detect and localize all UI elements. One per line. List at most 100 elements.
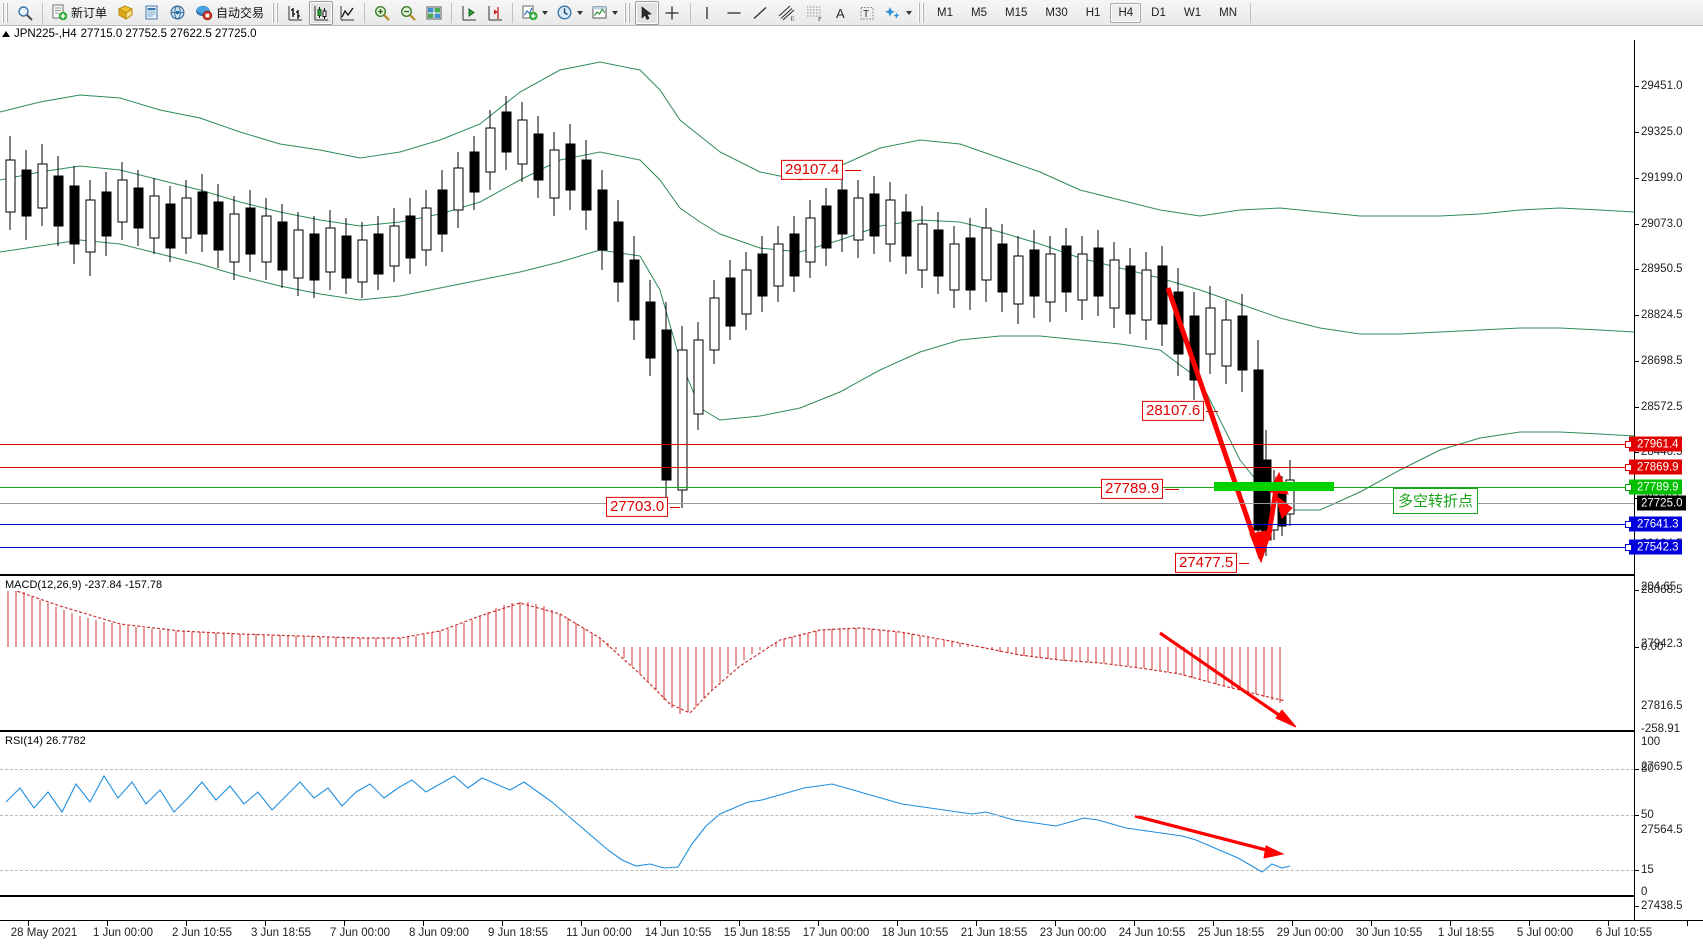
support-1-badge[interactable]: 27641.3 xyxy=(1625,516,1682,532)
globe-icon xyxy=(170,5,185,20)
crosshair-icon xyxy=(665,6,679,19)
tile-windows-button[interactable] xyxy=(422,1,446,25)
time-label-14: 24 Jun 10:55 xyxy=(1118,927,1186,939)
timeframe-m1[interactable]: M1 xyxy=(937,6,954,19)
time-label-3: 3 Jun 18:55 xyxy=(250,927,312,939)
price-plot-area[interactable]: MACD(12,26,9) -237.84 -157.78 RSI(14) 26… xyxy=(0,40,1634,920)
candlestick-chart-button[interactable] xyxy=(309,0,334,25)
callout-29107[interactable]: 29107.4 xyxy=(781,159,844,181)
time-label-18: 1 Jul 18:55 xyxy=(1437,927,1495,939)
blue-doc-button[interactable] xyxy=(140,1,164,25)
timeframe-w1[interactable]: W1 xyxy=(1183,6,1202,19)
chevron-down-icon-2[interactable] xyxy=(577,10,584,15)
timeframe-d1[interactable]: D1 xyxy=(1151,6,1166,19)
pivot-line[interactable] xyxy=(0,487,1634,488)
time-tick xyxy=(1213,921,1214,926)
toolbar-separator xyxy=(42,2,43,23)
zoom-in-button[interactable] xyxy=(370,1,394,25)
cursor-arrow-icon xyxy=(641,5,652,20)
time-tick xyxy=(1608,921,1609,926)
templates-button[interactable] xyxy=(588,1,621,25)
current-price-value: 27725.0 xyxy=(1641,497,1683,509)
resistance-1-badge[interactable]: 27869.9 xyxy=(1625,459,1682,475)
yellow-folder-button[interactable] xyxy=(114,1,138,25)
toolbar-grip-4[interactable] xyxy=(918,2,927,23)
time-tick xyxy=(344,921,345,926)
time-label-12: 21 Jun 18:55 xyxy=(960,927,1028,939)
collapse-triangle-icon[interactable] xyxy=(2,30,10,37)
chevron-down-icon[interactable] xyxy=(542,10,549,15)
rsi-tick-50 xyxy=(1635,815,1639,816)
trendline-icon xyxy=(753,6,767,19)
timeframe-m30[interactable]: M30 xyxy=(1045,6,1068,19)
cursor-tool-button[interactable] xyxy=(635,0,660,25)
time-label-4: 7 Jun 00:00 xyxy=(329,927,391,939)
resistance-2-badge[interactable]: 27961.4 xyxy=(1625,436,1682,452)
text-label-tool-button[interactable]: T xyxy=(856,1,880,25)
periods-clock-icon xyxy=(557,5,572,20)
magnifier-icon-button[interactable] xyxy=(13,1,37,25)
timeframe-mn[interactable]: MN xyxy=(1219,6,1237,19)
support-line-2[interactable] xyxy=(0,547,1634,548)
trendline-tool-button[interactable] xyxy=(748,1,772,25)
text-icon: A xyxy=(836,6,845,21)
callout-27703[interactable]: 27703.0 xyxy=(606,496,669,518)
chevron-down-icon-3[interactable] xyxy=(612,10,619,15)
pivot-highlight-band[interactable] xyxy=(1214,482,1334,491)
chart-shift-button[interactable] xyxy=(483,1,507,25)
timeframe-m15[interactable]: M15 xyxy=(1005,6,1028,19)
macd-label-min: -258.91 xyxy=(1641,723,1681,735)
equidistant-channel-tool-button[interactable]: E xyxy=(774,1,800,25)
candle-group-early xyxy=(5,96,624,302)
autotrade-button[interactable]: 自动交易 xyxy=(192,1,269,25)
zoom-out-button[interactable] xyxy=(396,1,420,25)
toolbar-grip-3[interactable] xyxy=(624,2,633,23)
resistance-line-2[interactable] xyxy=(0,444,1634,445)
timeframe-h1[interactable]: H1 xyxy=(1085,6,1101,19)
shapes-tool-button[interactable] xyxy=(882,1,915,25)
price-label-28950: 28950.5 xyxy=(1641,263,1683,275)
time-label-16: 29 Jun 00:00 xyxy=(1276,927,1344,939)
horizontal-line-tool-button[interactable] xyxy=(722,1,746,25)
vertical-line-tool-button[interactable] xyxy=(696,1,720,25)
callout-28107[interactable]: 28107.6 xyxy=(1142,400,1205,422)
macd-indicator-title[interactable]: MACD(12,26,9) -237.84 -157.78 xyxy=(3,579,165,591)
fibonacci-tool-button[interactable]: F xyxy=(802,1,828,25)
svg-text:T: T xyxy=(863,9,869,20)
candlestick-chart-icon xyxy=(314,5,329,20)
time-label-2: 2 Jun 10:55 xyxy=(171,927,233,939)
chart-container[interactable]: MACD(12,26,9) -237.84 -157.78 RSI(14) 26… xyxy=(0,40,1703,948)
crosshair-tool-button[interactable] xyxy=(661,1,685,25)
new-order-button[interactable]: 新订单 xyxy=(48,1,112,25)
time-tick xyxy=(186,921,187,926)
rsi-grid-50 xyxy=(0,815,1634,816)
bar-chart-button[interactable] xyxy=(283,1,307,25)
globe-button[interactable] xyxy=(166,1,190,25)
toolbar-grip-2[interactable] xyxy=(272,2,281,23)
periods-button[interactable] xyxy=(553,1,586,25)
support-1-value: 27641.3 xyxy=(1637,518,1679,530)
price-tick xyxy=(1635,86,1639,87)
pivot-badge[interactable]: 27789.9 xyxy=(1625,479,1682,495)
timeframe-m5[interactable]: M5 xyxy=(971,6,987,19)
indicators-button[interactable] xyxy=(518,1,551,25)
time-scale[interactable]: 28 May 2021 1 Jun 00:00 2 Jun 10:55 3 Ju… xyxy=(0,920,1703,948)
toolbar-grip[interactable] xyxy=(2,2,10,23)
badge-handle-icon-3 xyxy=(1625,483,1632,491)
callout-27789[interactable]: 27789.9 xyxy=(1101,478,1164,500)
text-tool-button[interactable]: A xyxy=(830,1,854,25)
chevron-down-icon-4[interactable] xyxy=(906,10,913,15)
chart-graphics xyxy=(0,61,1634,873)
price-label-27564: 27564.5 xyxy=(1641,824,1683,836)
resistance-line-1[interactable] xyxy=(0,467,1634,468)
price-scale[interactable]: 29451.0 29325.0 29199.0 29073.0 28950.5 … xyxy=(1625,40,1703,920)
support-line-1[interactable] xyxy=(0,524,1634,525)
auto-scroll-button[interactable] xyxy=(457,1,481,25)
line-chart-button[interactable] xyxy=(335,1,359,25)
callout-27477[interactable]: 27477.5 xyxy=(1175,552,1238,574)
rsi-indicator-title[interactable]: RSI(14) 26.7782 xyxy=(3,735,88,747)
macd-panel-separator-top xyxy=(0,574,1634,576)
callout-turning-point[interactable]: 多空转折点 xyxy=(1393,488,1479,514)
timeframe-h4[interactable]: H4 xyxy=(1110,2,1142,23)
support-2-badge[interactable]: 27542.3 xyxy=(1625,539,1682,555)
